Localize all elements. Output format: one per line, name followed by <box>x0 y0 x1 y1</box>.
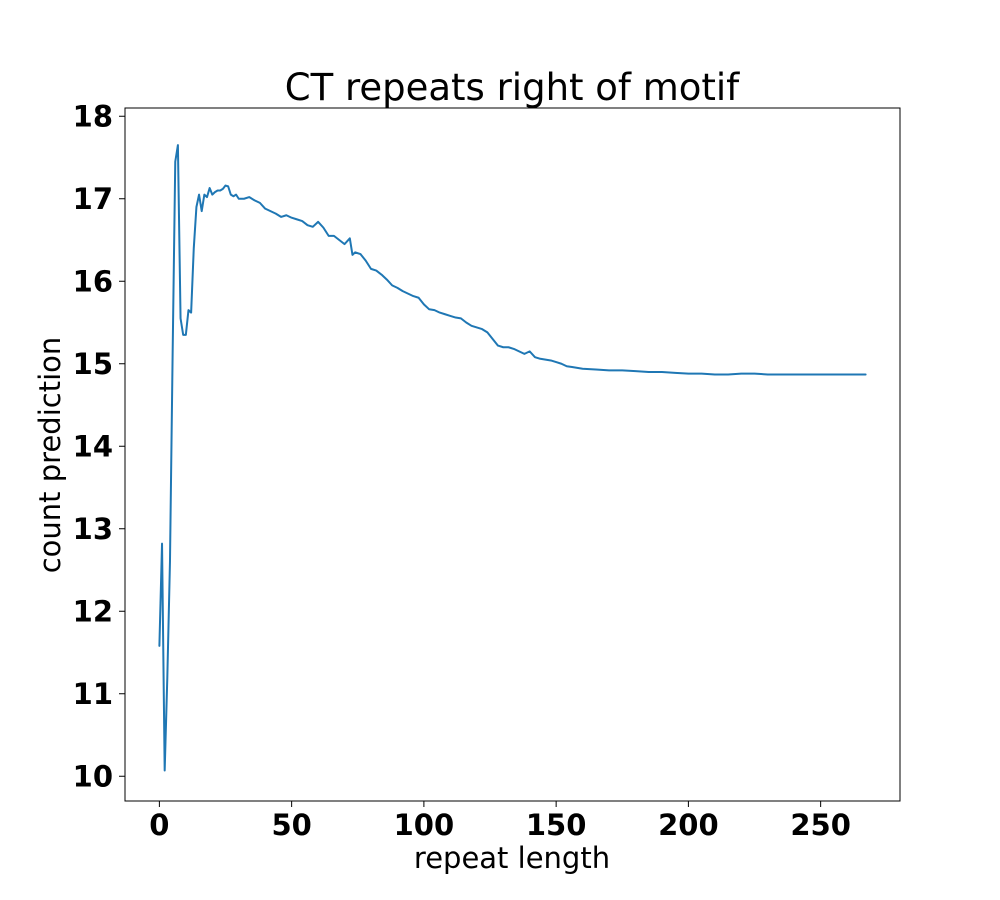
y-tick-label: 16 <box>73 264 113 298</box>
y-tick-label: 13 <box>73 512 113 546</box>
y-axis-label: count prediction <box>33 337 67 574</box>
x-tick-label: 100 <box>394 808 455 842</box>
y-tick-label: 17 <box>73 182 113 216</box>
y-tick-label: 10 <box>73 759 113 793</box>
y-tick-label: 12 <box>73 594 113 628</box>
y-tick-label: 15 <box>73 347 113 381</box>
x-axis-label: repeat length <box>414 841 610 875</box>
plot-area <box>158 144 867 772</box>
chart-title: CT repeats right of motif <box>285 66 740 109</box>
x-tick-label: 150 <box>526 808 587 842</box>
x-tick-label: 0 <box>149 808 169 842</box>
x-tick-label: 200 <box>658 808 719 842</box>
y-tick-label: 14 <box>73 429 113 463</box>
plot-frame <box>124 107 901 802</box>
x-tick-label: 50 <box>271 808 311 842</box>
x-axis: 0 50 100 150 200 250 <box>149 801 851 842</box>
y-axis: 10 11 12 13 14 15 16 17 18 <box>73 99 125 793</box>
x-tick-label: 250 <box>790 808 851 842</box>
y-tick-label: 11 <box>73 677 113 711</box>
y-tick-label: 18 <box>73 99 113 133</box>
series-line-0 <box>158 144 867 772</box>
